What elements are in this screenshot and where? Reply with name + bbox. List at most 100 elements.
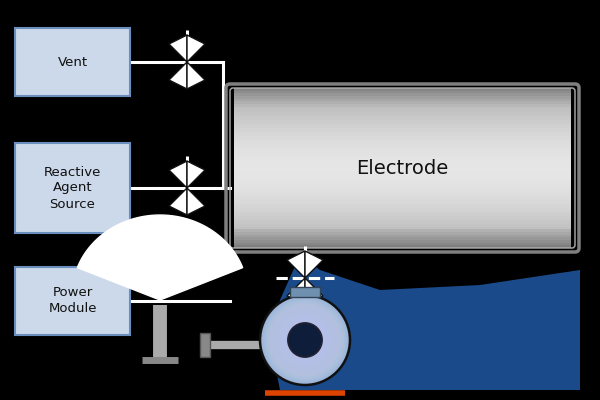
Circle shape [293,328,317,352]
Circle shape [283,318,328,362]
Bar [234,120,571,123]
Bar [234,128,571,131]
Bar [234,123,571,126]
Polygon shape [287,251,305,278]
Polygon shape [305,278,323,305]
Text: Electrode: Electrode [356,158,449,178]
Bar [234,139,571,142]
Bar [234,224,571,227]
Circle shape [294,329,316,351]
Bar [234,229,571,232]
Bar [234,152,571,155]
Circle shape [263,298,347,382]
Polygon shape [77,215,242,300]
Polygon shape [187,35,205,62]
Bar [290,287,320,297]
Circle shape [302,337,308,343]
Bar [234,88,571,91]
Circle shape [276,311,334,369]
Bar [234,189,571,192]
Bar [234,112,571,115]
Text: Vent: Vent [58,56,88,68]
Bar [234,91,571,94]
Bar [234,165,571,168]
Bar [234,240,571,243]
Circle shape [266,301,344,379]
Circle shape [271,306,339,374]
Circle shape [304,339,306,341]
Polygon shape [187,62,205,89]
Bar [234,216,571,219]
Circle shape [299,334,311,346]
Polygon shape [187,161,205,188]
Circle shape [272,308,338,372]
Bar [234,93,571,96]
Bar [234,197,571,200]
Bar [234,136,571,139]
Bar [234,227,571,230]
Polygon shape [305,251,323,278]
Polygon shape [287,278,305,305]
Bar [234,213,571,216]
Bar [234,171,571,174]
Polygon shape [169,161,187,188]
Bar [234,117,571,120]
Bar [200,333,210,357]
Circle shape [260,295,350,385]
Circle shape [274,308,337,372]
Circle shape [277,312,333,368]
Bar [234,163,571,166]
Circle shape [280,315,329,365]
Bar [234,115,571,118]
Bar [234,200,571,203]
Circle shape [279,314,331,366]
Bar [234,144,571,147]
Circle shape [267,302,343,378]
Bar [234,155,571,158]
Circle shape [295,330,315,350]
Bar [234,205,571,208]
Bar [234,219,571,222]
Circle shape [275,310,335,370]
FancyBboxPatch shape [15,143,130,233]
Bar [234,181,571,184]
Circle shape [301,336,310,344]
Bar [234,141,571,144]
Polygon shape [187,188,205,215]
Polygon shape [169,62,187,89]
Bar [234,235,571,238]
Bar [234,107,571,110]
Circle shape [296,331,314,349]
Bar [234,109,571,112]
Circle shape [290,326,320,354]
Circle shape [289,324,320,356]
Bar [234,245,571,248]
Bar [234,149,571,152]
Circle shape [303,338,307,342]
Circle shape [287,322,323,358]
Circle shape [281,316,329,364]
Circle shape [288,323,322,357]
Bar [234,203,571,206]
Bar [234,221,571,224]
Circle shape [262,297,348,383]
Bar [234,133,571,136]
Bar [234,184,571,187]
Circle shape [265,300,346,380]
Circle shape [269,304,341,376]
Bar [234,96,571,99]
Bar [234,176,571,179]
Text: Reactive
Agent
Source: Reactive Agent Source [44,166,101,210]
Circle shape [268,303,342,377]
Circle shape [278,313,332,367]
Bar [234,179,571,182]
Bar [234,237,571,240]
Bar [234,101,571,104]
Circle shape [292,326,319,354]
Bar [234,157,571,160]
Bar [234,232,571,235]
Bar [234,192,571,195]
Bar [234,187,571,190]
Circle shape [286,321,324,359]
Polygon shape [169,35,187,62]
